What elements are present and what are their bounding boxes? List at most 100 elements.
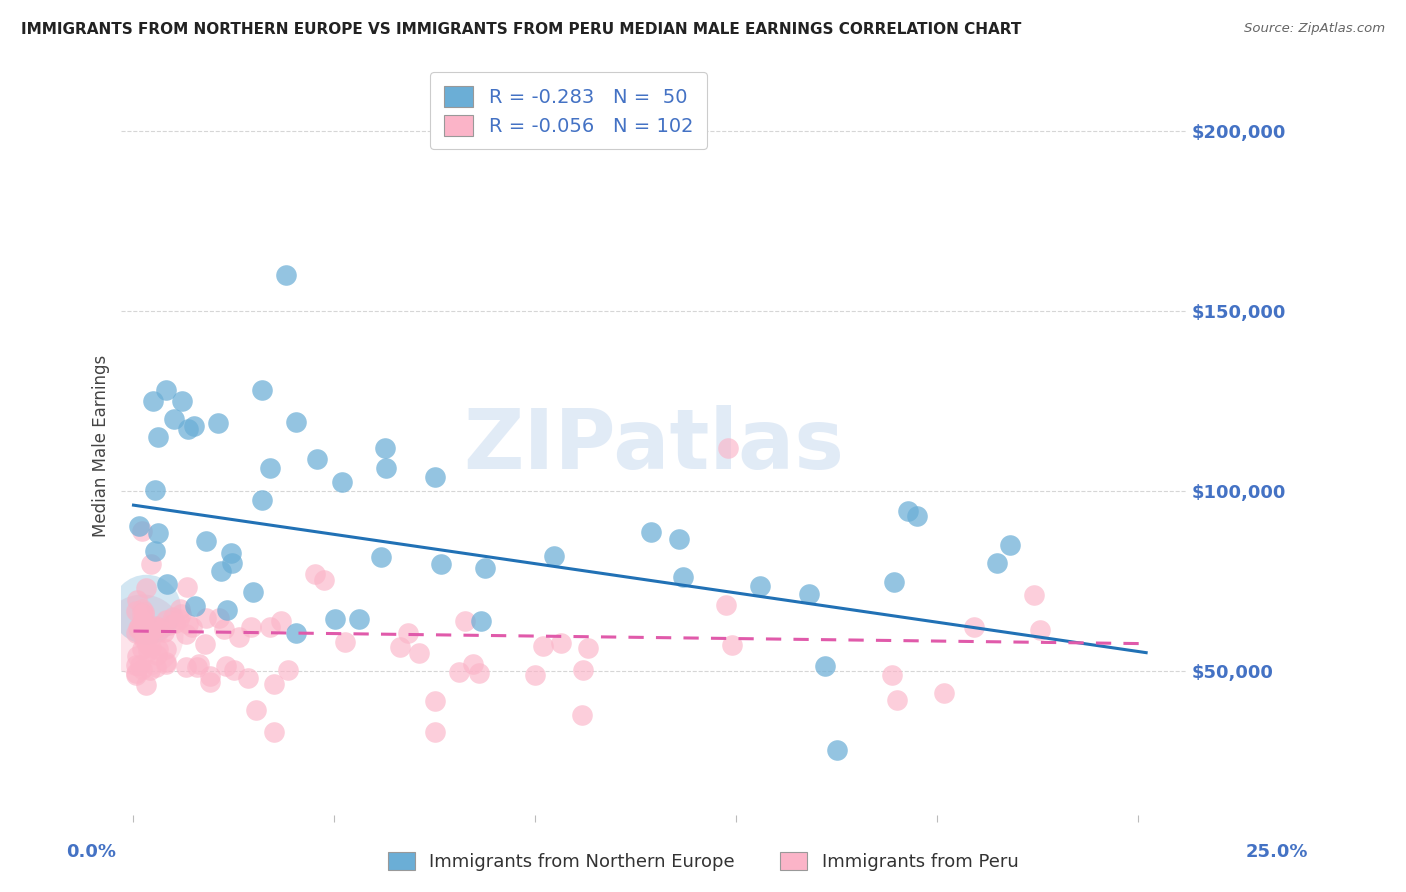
Point — [176, 580, 198, 594]
Text: Source: ZipAtlas.com: Source: ZipAtlas.com — [1244, 22, 1385, 36]
Point — [543, 549, 565, 563]
Point — [880, 668, 903, 682]
Point — [276, 268, 298, 282]
Legend: Immigrants from Northern Europe, Immigrants from Peru: Immigrants from Northern Europe, Immigra… — [381, 845, 1025, 879]
Point — [245, 702, 267, 716]
Point — [905, 508, 928, 523]
Point — [136, 629, 159, 643]
Point — [180, 620, 202, 634]
Point — [470, 614, 492, 628]
Text: 0.0%: 0.0% — [66, 843, 117, 861]
Point — [325, 611, 347, 625]
Point — [396, 625, 419, 640]
Point — [128, 623, 150, 637]
Point — [139, 663, 162, 677]
Point — [1024, 588, 1046, 602]
Point — [165, 616, 187, 631]
Point — [389, 640, 412, 654]
Point — [571, 707, 593, 722]
Point — [228, 630, 250, 644]
Point — [825, 743, 848, 757]
Point — [169, 602, 191, 616]
Point — [142, 394, 165, 409]
Point — [124, 626, 146, 640]
Point — [129, 658, 152, 673]
Point — [146, 526, 169, 541]
Point — [454, 615, 477, 629]
Point — [146, 430, 169, 444]
Point — [270, 614, 292, 628]
Point — [143, 620, 166, 634]
Point — [314, 573, 336, 587]
Point — [250, 493, 273, 508]
Point — [177, 422, 200, 436]
Point — [423, 694, 446, 708]
Point — [155, 657, 177, 672]
Point — [797, 587, 820, 601]
Point — [474, 560, 496, 574]
Point — [330, 475, 353, 489]
Point — [155, 383, 177, 397]
Text: ZIPatlas: ZIPatlas — [464, 405, 845, 486]
Point — [135, 602, 157, 616]
Point — [720, 638, 742, 652]
Point — [167, 612, 190, 626]
Point — [239, 620, 262, 634]
Point — [221, 556, 243, 570]
Text: 25.0%: 25.0% — [1246, 843, 1308, 861]
Point — [131, 662, 153, 676]
Point — [523, 667, 546, 681]
Point — [640, 524, 662, 539]
Point — [146, 641, 169, 656]
Point — [277, 664, 299, 678]
Point — [131, 524, 153, 538]
Point — [531, 640, 554, 654]
Point — [250, 383, 273, 397]
Point — [132, 615, 155, 630]
Point — [132, 624, 155, 638]
Point — [188, 657, 211, 671]
Point — [127, 593, 149, 607]
Point — [238, 671, 260, 685]
Point — [125, 648, 148, 663]
Point — [135, 678, 157, 692]
Point — [886, 693, 908, 707]
Point — [170, 393, 193, 408]
Point — [447, 665, 470, 680]
Point — [131, 601, 153, 615]
Point — [576, 640, 599, 655]
Point — [749, 579, 772, 593]
Point — [134, 633, 156, 648]
Point — [194, 637, 217, 651]
Point — [184, 599, 207, 613]
Point — [141, 557, 163, 571]
Point — [134, 631, 156, 645]
Point — [207, 416, 229, 430]
Point — [145, 621, 167, 635]
Point — [145, 618, 167, 632]
Point — [127, 621, 149, 635]
Legend: R = -0.283   N =  50, R = -0.056   N = 102: R = -0.283 N = 50, R = -0.056 N = 102 — [430, 72, 707, 149]
Y-axis label: Median Male Earnings: Median Male Earnings — [93, 355, 110, 537]
Point — [259, 620, 281, 634]
Point — [215, 602, 238, 616]
Point — [155, 656, 177, 670]
Point — [135, 634, 157, 648]
Point — [155, 641, 177, 656]
Point — [174, 660, 197, 674]
Point — [148, 625, 170, 640]
Point — [163, 411, 186, 425]
Point — [219, 546, 242, 560]
Point — [134, 607, 156, 621]
Point — [550, 636, 572, 650]
Point — [139, 641, 162, 656]
Point — [200, 674, 222, 689]
Point — [932, 685, 955, 699]
Point — [374, 442, 396, 456]
Point — [128, 518, 150, 533]
Point — [128, 620, 150, 634]
Point — [883, 574, 905, 589]
Point — [183, 419, 205, 434]
Text: IMMIGRANTS FROM NORTHERN EUROPE VS IMMIGRANTS FROM PERU MEDIAN MALE EARNINGS COR: IMMIGRANTS FROM NORTHERN EUROPE VS IMMIG… — [21, 22, 1022, 37]
Point — [152, 624, 174, 639]
